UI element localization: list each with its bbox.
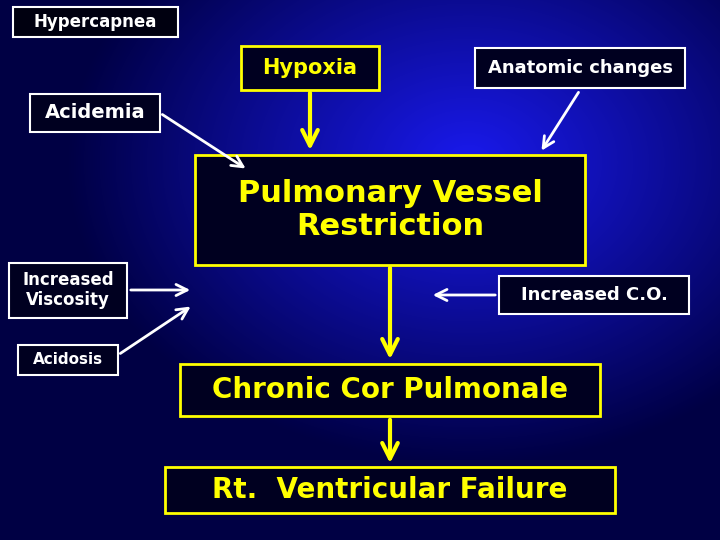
Text: Anatomic changes: Anatomic changes [487, 59, 672, 77]
FancyBboxPatch shape [180, 364, 600, 416]
Text: Increased C.O.: Increased C.O. [521, 286, 667, 304]
Text: Rt.  Ventricular Failure: Rt. Ventricular Failure [212, 476, 567, 504]
Text: Increased
Viscosity: Increased Viscosity [22, 271, 114, 309]
Text: Acidemia: Acidemia [45, 104, 145, 123]
FancyBboxPatch shape [18, 345, 118, 375]
Text: Acidosis: Acidosis [33, 353, 103, 368]
FancyBboxPatch shape [12, 7, 178, 37]
FancyBboxPatch shape [195, 155, 585, 265]
Text: Hypoxia: Hypoxia [263, 58, 358, 78]
Text: Pulmonary Vessel
Restriction: Pulmonary Vessel Restriction [238, 179, 542, 241]
FancyBboxPatch shape [241, 46, 379, 90]
FancyBboxPatch shape [30, 94, 160, 132]
FancyBboxPatch shape [499, 276, 689, 314]
FancyBboxPatch shape [475, 48, 685, 88]
FancyBboxPatch shape [165, 467, 615, 513]
FancyBboxPatch shape [9, 262, 127, 318]
Text: Chronic Cor Pulmonale: Chronic Cor Pulmonale [212, 376, 568, 404]
Text: Hypercapnea: Hypercapnea [33, 13, 157, 31]
